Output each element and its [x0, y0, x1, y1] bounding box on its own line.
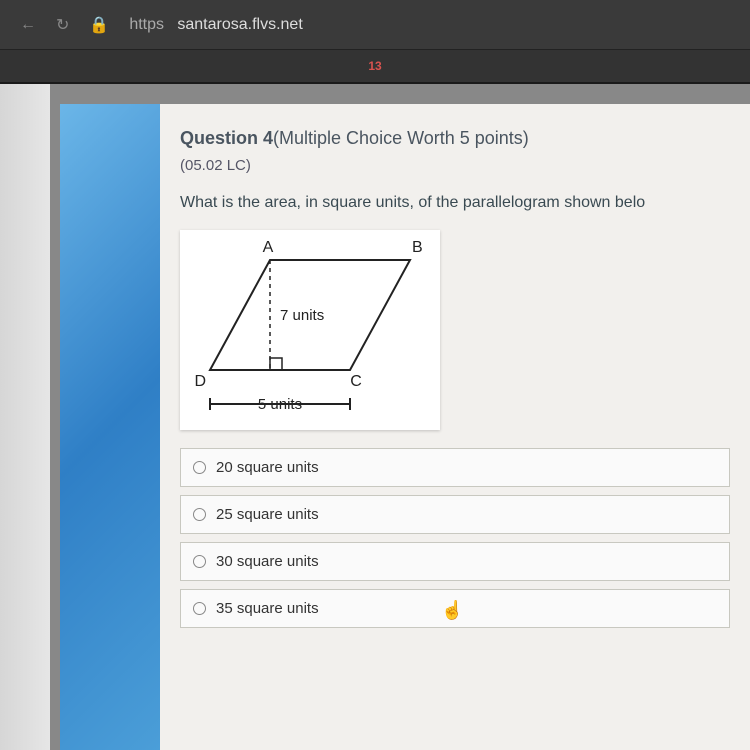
- question-suffix: (Multiple Choice Worth 5 points): [273, 128, 529, 148]
- assessment-page: Question 4(Multiple Choice Worth 5 point…: [60, 104, 750, 750]
- base-label: 5 units: [258, 396, 302, 413]
- lock-icon: 🔒: [89, 15, 109, 35]
- tablet-frame: ← ↻ 🔒 https santarosa.flvs.net 13 Questi…: [0, 0, 750, 750]
- question-prefix: Question: [180, 128, 263, 148]
- vertex-A: A: [263, 239, 274, 256]
- option-row[interactable]: 35 square units ☝: [180, 589, 730, 628]
- vertex-B: B: [412, 239, 423, 256]
- question-code: (05.02 LC): [180, 157, 730, 174]
- secondary-toolbar: 13: [0, 50, 750, 84]
- viewport: Question 4(Multiple Choice Worth 5 point…: [0, 84, 750, 750]
- option-label: 30 square units: [216, 553, 319, 570]
- back-icon[interactable]: ←: [20, 16, 36, 34]
- option-row[interactable]: 20 square units: [180, 448, 730, 487]
- url-host: santarosa.flvs.net: [177, 16, 302, 33]
- option-row[interactable]: 30 square units: [180, 542, 730, 581]
- vertex-D: D: [194, 373, 206, 390]
- url-bar[interactable]: https santarosa.flvs.net: [129, 16, 302, 34]
- parallelogram-figure: A B C D 7 units 5 units: [180, 230, 440, 430]
- tab-count-badge[interactable]: 13: [368, 59, 381, 73]
- radio-icon[interactable]: [193, 555, 206, 568]
- url-protocol: https: [129, 16, 164, 33]
- answer-options: 20 square units 25 square units 30 squar…: [180, 448, 730, 628]
- physical-edge: [0, 84, 50, 750]
- option-label: 20 square units: [216, 459, 319, 476]
- option-row[interactable]: 25 square units: [180, 495, 730, 534]
- height-label: 7 units: [280, 307, 324, 324]
- browser-toolbar: ← ↻ 🔒 https santarosa.flvs.net: [0, 0, 750, 50]
- side-accent: [60, 104, 160, 750]
- vertex-C: C: [350, 373, 362, 390]
- question-number: 4: [263, 128, 273, 148]
- radio-icon[interactable]: [193, 602, 206, 615]
- question-panel: Question 4(Multiple Choice Worth 5 point…: [160, 104, 750, 750]
- option-label: 25 square units: [216, 506, 319, 523]
- option-label: 35 square units: [216, 600, 319, 617]
- pointer-cursor-icon: ☝: [441, 600, 463, 621]
- question-title: Question 4(Multiple Choice Worth 5 point…: [180, 128, 730, 149]
- radio-icon[interactable]: [193, 461, 206, 474]
- question-prompt: What is the area, in square units, of th…: [180, 194, 730, 212]
- refresh-icon[interactable]: ↻: [56, 15, 69, 35]
- radio-icon[interactable]: [193, 508, 206, 521]
